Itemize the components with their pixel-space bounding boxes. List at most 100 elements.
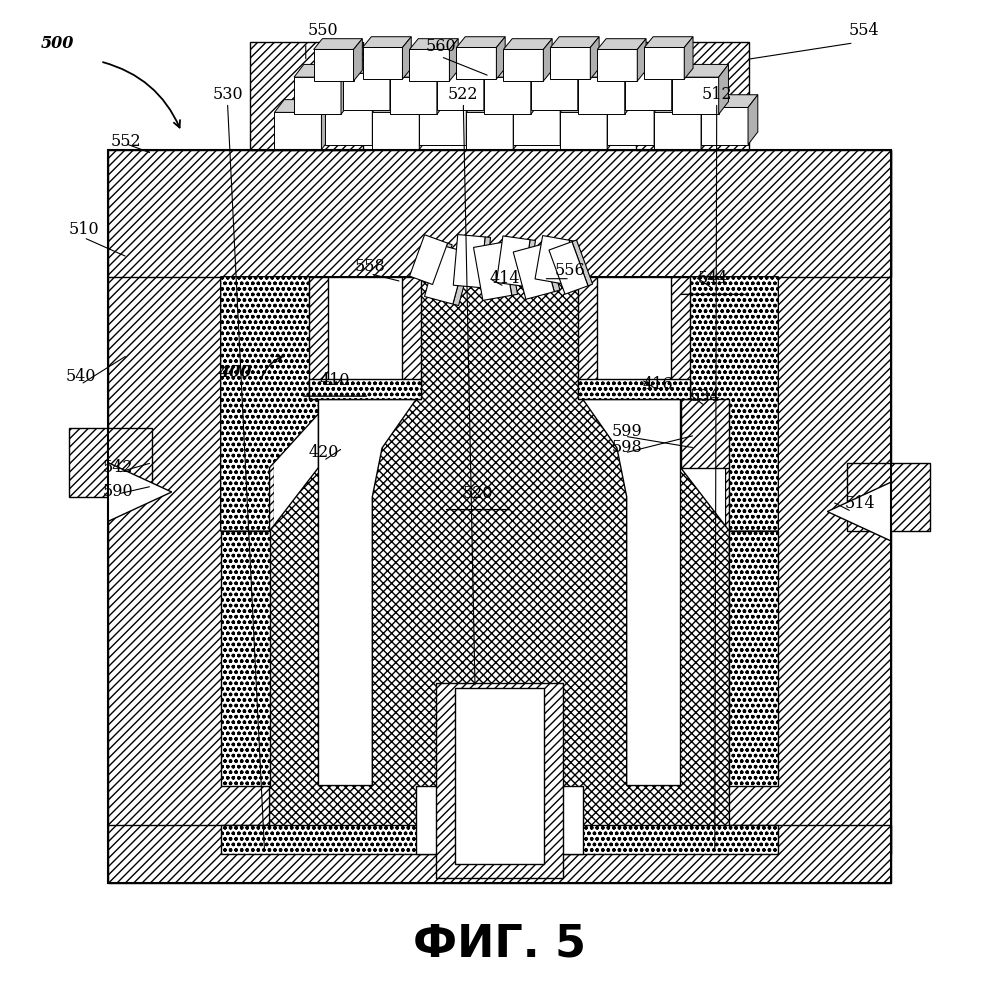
Polygon shape [450,38,459,81]
Bar [597,277,670,385]
Polygon shape [294,77,341,114]
Polygon shape [680,277,778,531]
Polygon shape [513,99,523,150]
Bar [436,683,563,879]
Polygon shape [420,99,429,150]
Text: 550: 550 [308,22,339,38]
Bar [535,235,569,283]
Polygon shape [530,60,587,73]
Polygon shape [590,36,599,79]
Text: 560: 560 [426,38,457,55]
Polygon shape [108,150,891,277]
Polygon shape [322,99,332,150]
Polygon shape [530,73,577,110]
Text: 414: 414 [490,271,519,287]
Polygon shape [550,47,590,79]
Polygon shape [457,47,497,79]
Bar [562,240,575,284]
Bar [453,252,473,306]
Polygon shape [560,99,617,112]
Polygon shape [577,60,587,110]
Polygon shape [607,99,617,150]
Polygon shape [644,36,693,47]
Polygon shape [729,531,778,785]
Text: 530: 530 [212,87,243,103]
Polygon shape [221,825,778,854]
Bar [425,244,467,304]
Polygon shape [108,462,172,522]
Polygon shape [597,49,637,81]
Polygon shape [827,482,891,541]
Polygon shape [354,38,363,81]
Polygon shape [671,64,728,77]
Polygon shape [410,49,450,81]
Text: 510: 510 [68,221,99,238]
Polygon shape [221,531,270,785]
Polygon shape [326,94,382,107]
Polygon shape [221,277,319,531]
Bar [577,380,690,400]
Text: 522: 522 [448,87,479,103]
Polygon shape [417,785,582,854]
Polygon shape [319,277,417,785]
Text: 400: 400 [219,364,252,381]
Polygon shape [403,36,412,79]
Polygon shape [560,112,607,150]
Polygon shape [513,107,560,145]
Polygon shape [607,94,664,107]
Polygon shape [701,107,748,145]
Polygon shape [701,99,711,150]
Polygon shape [314,38,363,49]
Text: 556: 556 [554,263,585,279]
Polygon shape [373,112,420,150]
Polygon shape [484,77,530,114]
Polygon shape [654,112,701,150]
Polygon shape [718,64,728,114]
Polygon shape [294,64,351,77]
Polygon shape [467,94,476,145]
Polygon shape [108,150,275,854]
Text: 544: 544 [697,271,728,287]
Bar [572,240,592,285]
Text: 590: 590 [103,483,133,501]
Polygon shape [270,277,729,854]
Bar [502,241,517,295]
Polygon shape [314,49,354,81]
Bar [108,150,891,884]
Polygon shape [420,94,476,107]
Text: 512: 512 [701,87,732,103]
Polygon shape [624,60,681,73]
Polygon shape [437,64,447,114]
Polygon shape [680,400,729,467]
Polygon shape [503,49,543,81]
Text: 542: 542 [103,460,133,476]
Polygon shape [724,150,891,854]
Bar [497,236,530,286]
Polygon shape [582,277,680,785]
Text: 598: 598 [611,440,642,457]
Bar [513,244,554,299]
Polygon shape [69,428,152,497]
Polygon shape [484,64,540,77]
Polygon shape [701,94,758,107]
Polygon shape [560,94,570,145]
Bar [481,237,491,288]
Polygon shape [457,36,505,47]
Bar [329,277,402,385]
Polygon shape [636,42,749,150]
Polygon shape [654,94,664,145]
Polygon shape [577,77,624,114]
Bar [549,242,588,294]
Bar [433,243,453,286]
Polygon shape [343,60,400,73]
Bar [523,240,535,287]
Text: 514: 514 [844,495,875,513]
Polygon shape [326,107,373,145]
Polygon shape [671,77,718,114]
Bar [309,277,422,400]
Polygon shape [275,99,332,112]
Text: 599: 599 [611,423,642,440]
Polygon shape [530,64,540,114]
Polygon shape [484,60,494,110]
Bar [454,234,486,287]
